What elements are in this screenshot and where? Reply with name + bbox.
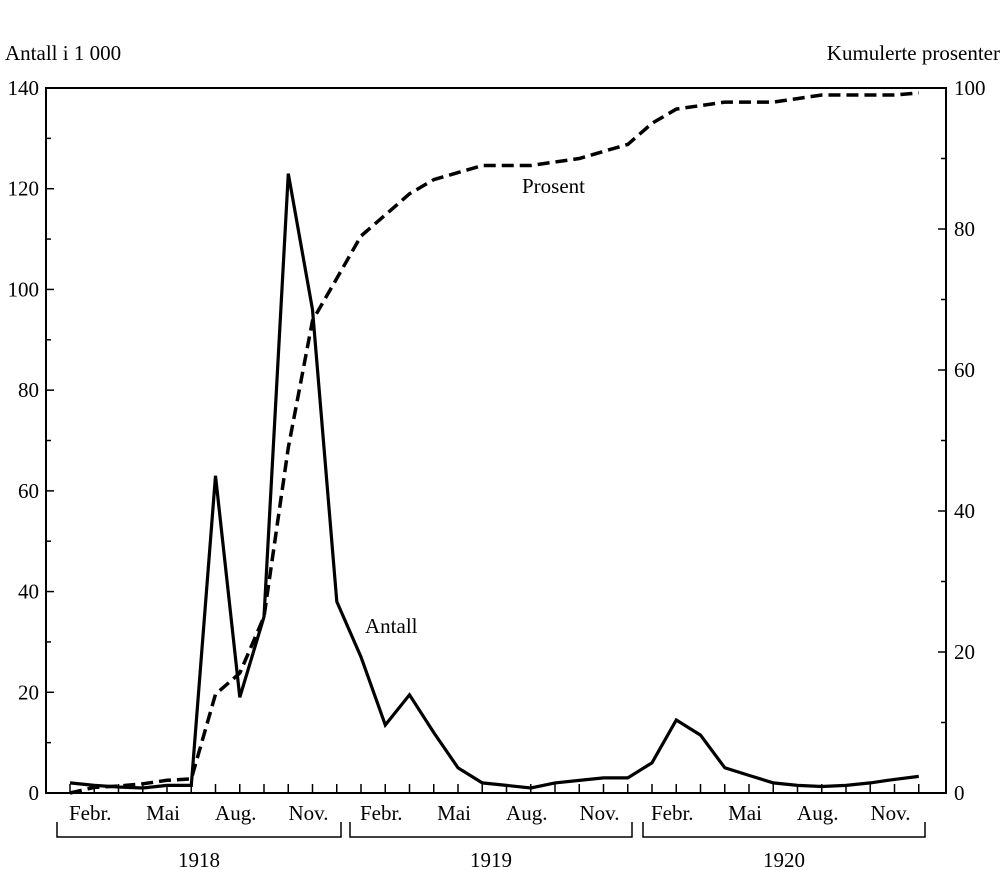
x-tick-label: Mai (728, 801, 762, 825)
x-tick-label: Aug. (215, 801, 256, 825)
year-bracket (349, 822, 633, 838)
left-tick-label: 40 (18, 580, 39, 604)
x-tick-label: Nov. (870, 801, 910, 825)
plot-frame (45, 87, 947, 794)
x-tick-label: Mai (146, 801, 180, 825)
year-label: 1920 (763, 848, 805, 870)
left-tick-label: 100 (8, 277, 40, 301)
left-tick-label: 0 (29, 781, 40, 805)
right-tick-label: 0 (954, 781, 965, 805)
x-tick-label: Mai (437, 801, 471, 825)
series-label-prosent: Prosent (522, 174, 585, 198)
year-bracket (56, 822, 342, 838)
right-tick-label: 20 (954, 640, 975, 664)
series-line-antall (69, 173, 919, 790)
left-tick-label: 20 (18, 680, 39, 704)
left-axis-title: Antall i 1 000 (5, 41, 121, 65)
year-label: 1919 (470, 848, 512, 870)
right-axis-title: Kumulerte prosenter (827, 41, 1000, 65)
series-label-antall: Antall (365, 614, 418, 638)
x-tick-label: Febr. (360, 801, 403, 825)
right-tick-label: 60 (954, 358, 975, 382)
right-tick-label: 40 (954, 499, 975, 523)
x-tick-label: Nov. (579, 801, 619, 825)
x-tick-label: Aug. (506, 801, 547, 825)
x-tick-label: Febr. (651, 801, 694, 825)
right-tick-label: 100 (954, 76, 986, 100)
x-tick-label: Febr. (69, 801, 112, 825)
left-tick-label: 80 (18, 378, 39, 402)
x-tick-label: Nov. (288, 801, 328, 825)
year-bracket (642, 822, 926, 838)
x-tick-label: Aug. (797, 801, 838, 825)
left-tick-label: 140 (8, 76, 40, 100)
left-tick-label: 60 (18, 479, 39, 503)
year-label: 1918 (178, 848, 220, 870)
series-line-prosent (69, 91, 919, 795)
left-tick-label: 120 (8, 177, 40, 201)
right-tick-label: 80 (954, 217, 975, 241)
